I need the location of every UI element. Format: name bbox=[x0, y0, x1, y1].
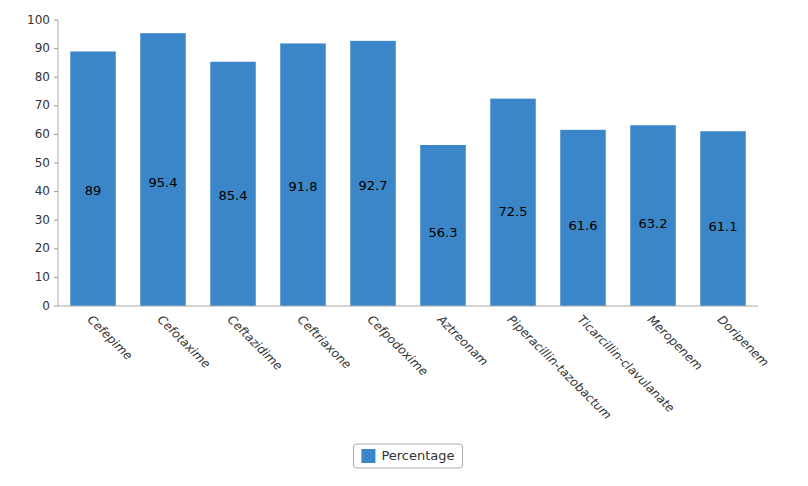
y-axis: 0 10 20 30 40 50 60 70 80 90 100 bbox=[27, 13, 58, 313]
bars bbox=[70, 33, 746, 306]
y-axis-line bbox=[58, 20, 59, 306]
legend: Percentage bbox=[353, 444, 462, 468]
x-tick-label: Cefepime bbox=[85, 312, 135, 362]
bar bbox=[280, 43, 326, 306]
y-tick bbox=[54, 163, 58, 164]
y-tick-label: 70 bbox=[35, 98, 50, 112]
y-tick-label: 30 bbox=[35, 213, 50, 227]
x-tick-label: Cefpodoxime bbox=[365, 312, 431, 378]
x-tick-label: Doripenem bbox=[715, 312, 772, 369]
y-tick bbox=[54, 20, 58, 21]
data-label: 61.6 bbox=[569, 218, 598, 233]
x-tick-label: Ceftazidime bbox=[225, 312, 286, 373]
data-label: 91.8 bbox=[289, 179, 318, 194]
y-tick bbox=[54, 48, 58, 49]
y-tick-label: 100 bbox=[27, 13, 50, 27]
legend-frame bbox=[353, 444, 462, 468]
x-tick-label: Aztreonam bbox=[434, 312, 491, 369]
y-tick bbox=[54, 134, 58, 135]
bar bbox=[70, 51, 116, 306]
y-tick bbox=[54, 248, 58, 249]
data-label: 92.7 bbox=[359, 178, 388, 193]
y-tick-label: 40 bbox=[35, 184, 50, 198]
y-tick bbox=[54, 277, 58, 278]
y-tick-label: 10 bbox=[35, 270, 50, 284]
y-tick bbox=[54, 105, 58, 106]
y-tick-label: 80 bbox=[35, 70, 50, 84]
legend-label: Percentage bbox=[381, 448, 454, 463]
x-tick-label: Meropenem bbox=[645, 312, 706, 373]
bar bbox=[630, 125, 676, 306]
bar bbox=[700, 131, 746, 306]
x-axis: Cefepime CefotaximeCeftazidimeCeftriaxone… bbox=[85, 312, 772, 422]
data-label: 61.1 bbox=[709, 219, 738, 234]
x-tick-label: Ceftriaxone bbox=[295, 312, 354, 371]
bar bbox=[140, 33, 186, 306]
y-tick-label: 90 bbox=[35, 41, 50, 55]
y-tick-label: 0 bbox=[42, 299, 50, 313]
y-tick bbox=[54, 77, 58, 78]
y-tick bbox=[54, 306, 58, 307]
data-labels: 89 95.4 85.4 91.8 92.7 56.3 72.5 61.6 63.2 61.1 bbox=[85, 175, 738, 240]
data-label: 95.4 bbox=[149, 175, 178, 190]
x-axis-line bbox=[58, 306, 758, 307]
data-label: 89 bbox=[85, 183, 102, 198]
y-tick bbox=[54, 191, 58, 192]
y-tick-label: 60 bbox=[35, 127, 50, 141]
bar bbox=[420, 145, 466, 306]
y-tick bbox=[54, 220, 58, 221]
y-tick-label: 50 bbox=[35, 156, 50, 170]
bar bbox=[560, 130, 606, 306]
data-label: 56.3 bbox=[429, 225, 458, 240]
data-label: 63.2 bbox=[639, 216, 668, 231]
legend-swatch bbox=[361, 449, 375, 463]
data-label: 85.4 bbox=[219, 188, 248, 203]
data-label: 72.5 bbox=[499, 204, 528, 219]
y-tick-label: 20 bbox=[35, 241, 50, 255]
bar bbox=[490, 99, 536, 306]
bar bbox=[210, 62, 256, 306]
bar bbox=[350, 41, 396, 306]
x-tick-label: Cefotaxime bbox=[155, 312, 214, 371]
chart: 0 10 20 30 40 50 60 70 80 90 100 89 95.4 85.4 91.8 92.7… bbox=[0, 0, 808, 486]
